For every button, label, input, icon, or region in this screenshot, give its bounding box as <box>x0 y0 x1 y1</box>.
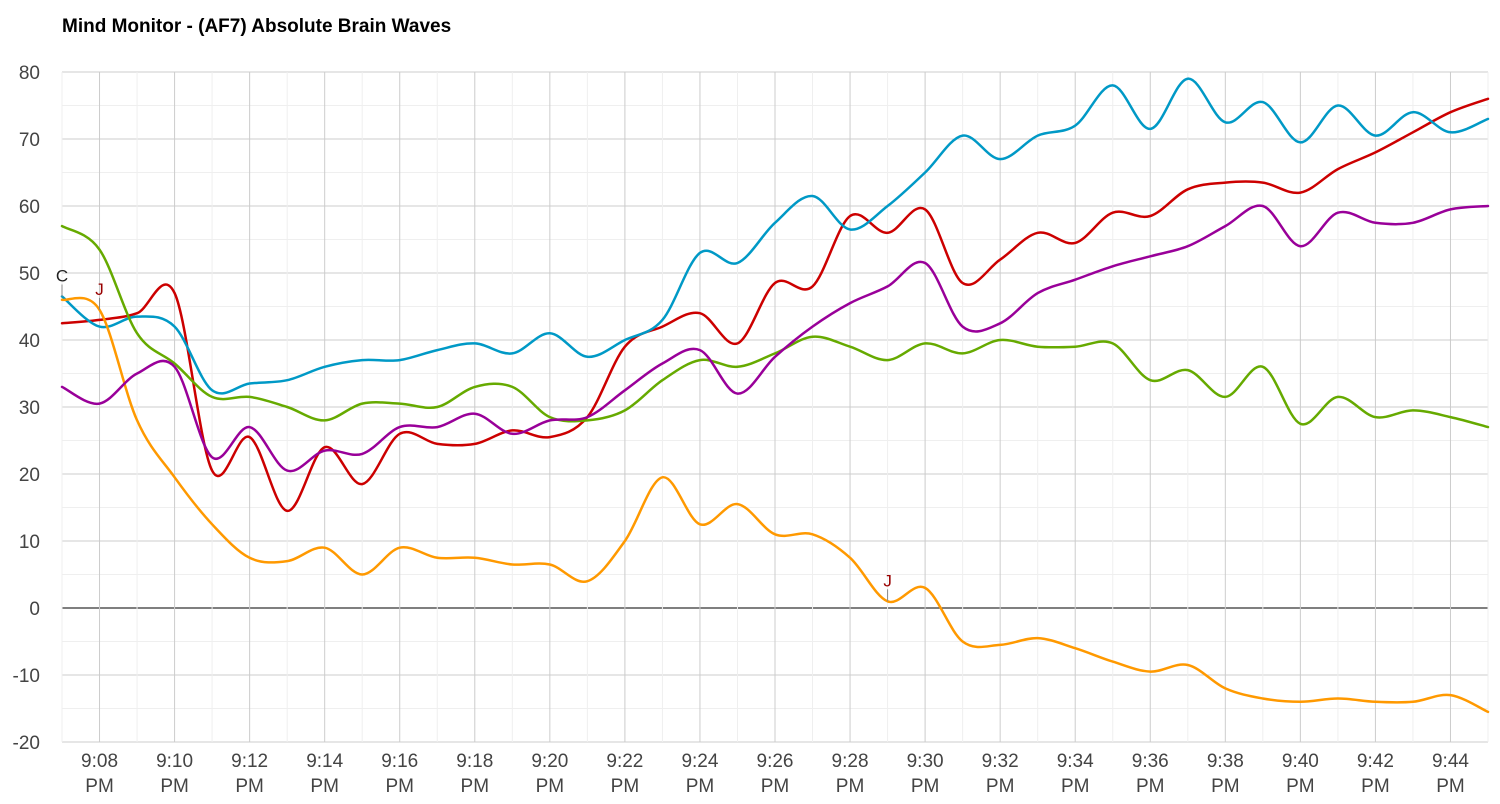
series-line-2 <box>60 77 1490 395</box>
x-tick-label-suffix: PM <box>1361 776 1390 797</box>
x-tick-label-suffix: PM <box>160 776 189 797</box>
x-tick-label: 9:20 <box>531 751 568 772</box>
x-tick-label-suffix: PM <box>986 776 1015 797</box>
x-tick-label: 9:26 <box>757 751 794 772</box>
x-tick-label: 9:30 <box>907 751 944 772</box>
chart-title: Mind Monitor - (AF7) Absolute Brain Wave… <box>62 16 452 37</box>
y-tick-label: 10 <box>19 532 40 553</box>
x-tick-label-suffix: PM <box>385 776 414 797</box>
x-tick-label: 9:16 <box>381 751 418 772</box>
x-tick-label-suffix: PM <box>1136 776 1165 797</box>
series-line-1 <box>60 97 1490 513</box>
x-tick-label: 9:42 <box>1357 751 1394 772</box>
y-tick-label: -20 <box>13 733 40 754</box>
x-tick-label: 9:14 <box>306 751 343 772</box>
x-tick-label-suffix: PM <box>761 776 790 797</box>
x-tick-label: 9:10 <box>156 751 193 772</box>
x-tick-label: 9:18 <box>456 751 493 772</box>
y-tick-label: 0 <box>29 599 40 620</box>
x-tick-label-suffix: PM <box>85 776 114 797</box>
y-tick-label: 40 <box>19 331 40 352</box>
x-tick-label: 9:38 <box>1207 751 1244 772</box>
x-tick-label-suffix: PM <box>461 776 490 797</box>
y-tick-label: 70 <box>19 130 40 151</box>
x-tick-label: 9:24 <box>681 751 718 772</box>
x-tick-label-suffix: PM <box>836 776 865 797</box>
series-line-5 <box>60 204 1490 473</box>
annotation-label: C <box>56 266 68 285</box>
y-tick-label: 20 <box>19 465 40 486</box>
y-tick-label: 60 <box>19 197 40 218</box>
annotations: C J J <box>56 266 892 602</box>
y-tick-label: 80 <box>19 63 40 84</box>
x-tick-label-suffix: PM <box>536 776 565 797</box>
x-tick-label-suffix: PM <box>1211 776 1240 797</box>
series-line-4 <box>60 224 1490 429</box>
annotation-label: J <box>883 571 892 590</box>
x-tick-label: 9:44 <box>1432 751 1469 772</box>
x-tick-label-suffix: PM <box>911 776 940 797</box>
x-tick-label-suffix: PM <box>686 776 715 797</box>
x-tick-label: 9:32 <box>982 751 1019 772</box>
annotation-label: J <box>95 280 104 299</box>
series-line-3 <box>60 296 1490 714</box>
x-tick-label-suffix: PM <box>611 776 640 797</box>
x-tick-label: 9:28 <box>832 751 869 772</box>
series-lines <box>60 77 1490 714</box>
grid-layer <box>61 71 1489 743</box>
x-tick-label-suffix: PM <box>1061 776 1090 797</box>
x-tick-label: 9:34 <box>1057 751 1094 772</box>
y-tick-label: 30 <box>19 398 40 419</box>
x-tick-label: 9:22 <box>606 751 643 772</box>
x-tick-label: 9:36 <box>1132 751 1169 772</box>
x-tick-label-suffix: PM <box>310 776 339 797</box>
y-tick-label: 50 <box>19 264 40 285</box>
x-tick-label-suffix: PM <box>1436 776 1465 797</box>
x-tick-label: 9:08 <box>81 751 118 772</box>
y-tick-label: -10 <box>13 666 40 687</box>
x-tick-label: 9:12 <box>231 751 268 772</box>
x-tick-label-suffix: PM <box>1286 776 1315 797</box>
tick-labels: -20 -10 0 10 20 30 40 50 60 70 80 9:08 PM 9:10 PM 9:12 P… <box>13 63 1470 797</box>
x-tick-label-suffix: PM <box>235 776 264 797</box>
x-tick-label: 9:40 <box>1282 751 1319 772</box>
